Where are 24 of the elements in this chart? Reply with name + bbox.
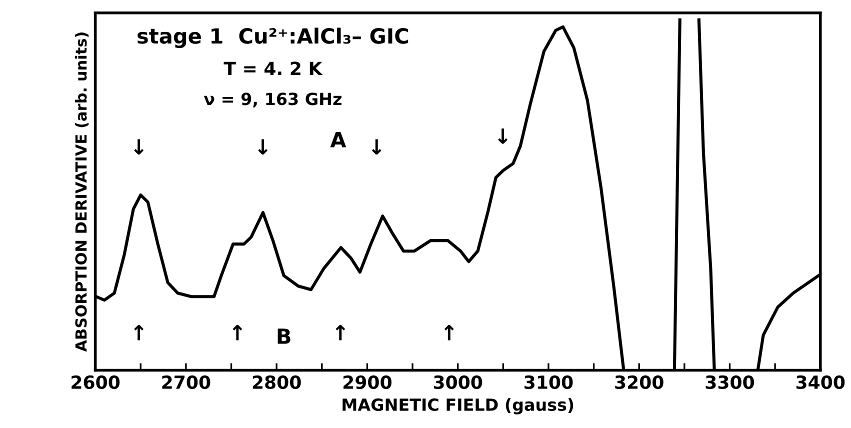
x-axis-title: MAGNETIC FIELD (gauss) bbox=[342, 398, 574, 414]
annotation: A bbox=[330, 132, 346, 148]
x-tick-label: 3100 bbox=[524, 375, 573, 390]
annotation: ↓ bbox=[372, 139, 382, 154]
x-tick-label: 2600 bbox=[72, 375, 120, 390]
x-tick-label: 3200 bbox=[615, 375, 664, 390]
chart-title: stage 1 Cu²⁺:AlCl₃– GIC bbox=[138, 28, 408, 48]
annotation: ↓ bbox=[258, 139, 268, 154]
x-tick-label: 3300 bbox=[706, 375, 754, 390]
annotation: ↓ bbox=[498, 128, 508, 144]
text: T = 4. 2 K bbox=[224, 62, 323, 76]
annotation: ↑ bbox=[444, 324, 454, 340]
x-tick-label: 2700 bbox=[162, 375, 210, 390]
x-tick-label: 2800 bbox=[252, 375, 301, 390]
annotation: ↑ bbox=[336, 324, 346, 340]
y-axis-title: ABSORPTION DERIVATIVE (arb. units) bbox=[74, 32, 89, 352]
x-tick-label: 2900 bbox=[344, 375, 392, 390]
annotation: ↑ bbox=[232, 324, 242, 340]
x-tick-label: 3400 bbox=[796, 375, 845, 390]
annotation: ↓ bbox=[134, 139, 144, 154]
x-tick-label: 3000 bbox=[434, 375, 482, 390]
annotation: B bbox=[278, 328, 290, 344]
annotation: ↑ bbox=[134, 324, 144, 340]
annotation: ν = 9, 163 GHz bbox=[204, 92, 342, 108]
